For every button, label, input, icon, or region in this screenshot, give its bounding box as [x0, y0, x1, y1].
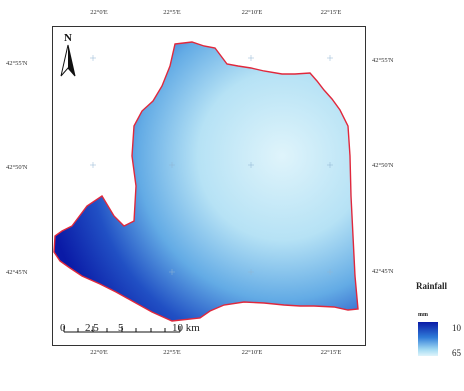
scale-bar-label: 0: [60, 322, 66, 334]
latitude-tick-right: 42°50'N: [372, 161, 394, 169]
legend-max-label: 10: [452, 323, 461, 333]
catchment-boundary: [53, 41, 359, 322]
longitude-tick-top: 22°10'E: [241, 9, 263, 16]
latitude-tick-right: 42°55'N: [372, 56, 394, 64]
longitude-tick-bottom: 22°10'E: [241, 349, 263, 356]
north-arrow-label: N: [64, 32, 72, 44]
graticule-markers: [90, 55, 333, 275]
latitude-tick-right: 42°45'N: [372, 267, 394, 275]
legend-color-ramp: [418, 322, 438, 356]
latitude-tick-left: 42°55'N: [6, 59, 28, 67]
legend-title: Rainfall: [416, 281, 448, 291]
latitude-tick-left: 42°50'N: [6, 163, 28, 171]
scale-bar: [63, 326, 181, 333]
map-canvas: N: [53, 32, 359, 333]
longitude-tick-bottom: 22°15'E: [320, 349, 342, 356]
scale-bar-label: 10 km: [172, 322, 200, 334]
longitude-tick-bottom: 22°5'E: [163, 349, 181, 356]
longitude-tick-bottom: 22°0'E: [90, 349, 108, 356]
north-arrow: N: [60, 32, 76, 77]
longitude-tick-top: 22°5'E: [163, 9, 181, 16]
longitude-tick-top: 22°0'E: [90, 9, 108, 16]
legend-min-label: 65: [452, 348, 461, 358]
latitude-tick-left: 42°45'N: [6, 268, 28, 276]
scale-bar-label: 5: [118, 322, 124, 334]
scale-bar-label: 2.5: [85, 322, 99, 334]
longitude-tick-top: 22°15'E: [320, 9, 342, 16]
legend-unit: mm: [418, 312, 428, 318]
